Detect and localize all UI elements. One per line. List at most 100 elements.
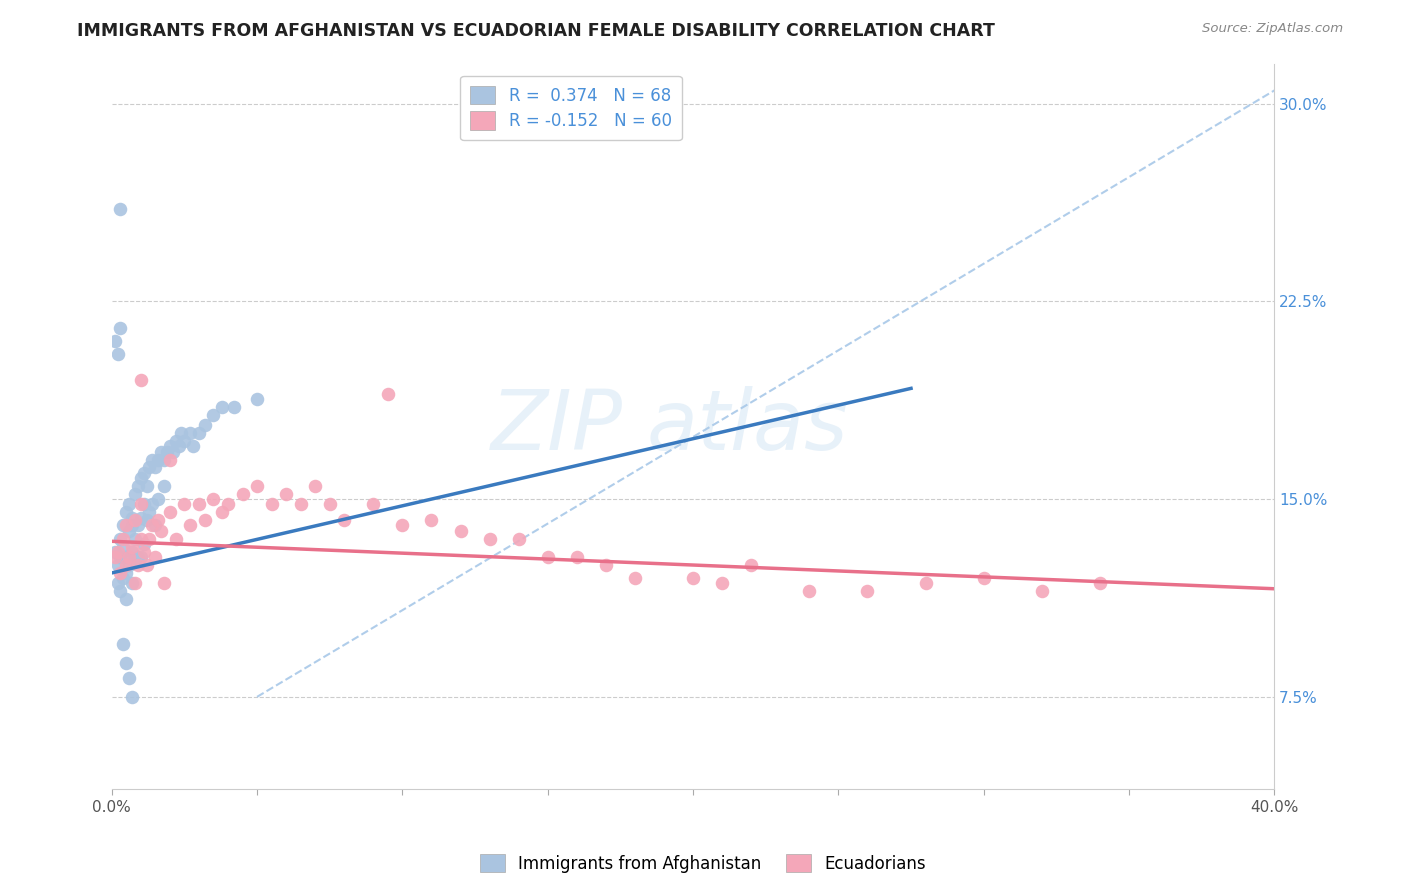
Point <box>333 513 356 527</box>
Point <box>118 558 141 572</box>
Point <box>508 532 530 546</box>
Point <box>112 532 135 546</box>
Point <box>202 492 225 507</box>
Point <box>799 584 821 599</box>
Point <box>211 505 233 519</box>
Point <box>115 558 138 572</box>
Point <box>148 513 170 527</box>
Point <box>112 518 135 533</box>
Point <box>246 392 269 406</box>
Point <box>211 400 233 414</box>
Point <box>115 505 138 519</box>
Point <box>110 320 132 334</box>
Point <box>138 505 160 519</box>
Point <box>121 518 143 533</box>
Point <box>132 497 155 511</box>
Point <box>167 439 190 453</box>
Point <box>141 518 163 533</box>
Point <box>222 400 245 414</box>
Point <box>595 558 617 572</box>
Text: atlas: atlas <box>647 386 848 467</box>
Point <box>135 513 157 527</box>
Point <box>110 566 132 580</box>
Point <box>107 545 129 559</box>
Point <box>304 479 326 493</box>
Point <box>537 550 560 565</box>
Point <box>165 434 187 449</box>
Point <box>115 550 138 565</box>
Point <box>391 518 413 533</box>
Point <box>159 439 181 453</box>
Point <box>148 492 170 507</box>
Point <box>141 497 163 511</box>
Point <box>127 518 149 533</box>
Point <box>624 571 647 585</box>
Point <box>150 444 173 458</box>
Point <box>135 558 157 572</box>
Point <box>118 550 141 565</box>
Point <box>124 553 146 567</box>
Point <box>104 545 127 559</box>
Point <box>170 426 193 441</box>
Point <box>153 479 176 493</box>
Point <box>124 532 146 546</box>
Point <box>682 571 704 585</box>
Point <box>107 347 129 361</box>
Point <box>143 518 166 533</box>
Point <box>150 524 173 538</box>
Point <box>711 576 734 591</box>
Point <box>115 518 138 533</box>
Point <box>274 487 297 501</box>
Point <box>129 532 152 546</box>
Point <box>1088 576 1111 591</box>
Point <box>153 452 176 467</box>
Point <box>450 524 472 538</box>
Point <box>127 479 149 493</box>
Point <box>260 497 283 511</box>
Point <box>110 202 132 216</box>
Point <box>187 426 209 441</box>
Legend: Immigrants from Afghanistan, Ecuadorians: Immigrants from Afghanistan, Ecuadorians <box>472 847 934 880</box>
Point <box>143 460 166 475</box>
Point <box>246 479 269 493</box>
Point <box>856 584 879 599</box>
Point <box>107 576 129 591</box>
Point <box>138 532 160 546</box>
Point <box>121 690 143 704</box>
Point <box>187 497 209 511</box>
Point <box>290 497 312 511</box>
Point <box>124 513 146 527</box>
Point <box>143 550 166 565</box>
Point <box>121 576 143 591</box>
Point <box>141 452 163 467</box>
Point <box>129 497 152 511</box>
Point <box>110 550 132 565</box>
Point <box>914 576 936 591</box>
Point <box>138 460 160 475</box>
Point <box>135 479 157 493</box>
Point <box>173 497 195 511</box>
Point <box>202 408 225 422</box>
Point <box>118 524 141 538</box>
Point <box>179 426 201 441</box>
Point <box>121 510 143 524</box>
Point <box>129 550 152 565</box>
Point <box>231 487 253 501</box>
Point <box>173 434 195 449</box>
Point <box>118 672 141 686</box>
Point <box>115 656 138 670</box>
Point <box>115 566 138 580</box>
Point <box>127 550 149 565</box>
Point <box>132 545 155 559</box>
Point <box>156 444 179 458</box>
Point <box>104 550 127 565</box>
Point <box>162 444 184 458</box>
Point <box>377 386 399 401</box>
Point <box>129 510 152 524</box>
Point <box>478 532 501 546</box>
Point <box>148 452 170 467</box>
Text: IMMIGRANTS FROM AFGHANISTAN VS ECUADORIAN FEMALE DISABILITY CORRELATION CHART: IMMIGRANTS FROM AFGHANISTAN VS ECUADORIA… <box>77 22 995 40</box>
Point <box>112 637 135 651</box>
Point <box>179 518 201 533</box>
Point <box>124 576 146 591</box>
